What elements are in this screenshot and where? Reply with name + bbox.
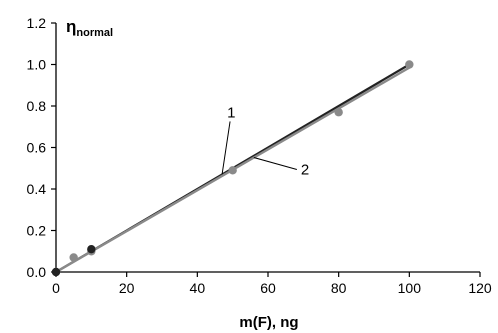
y-axis-title-main: η [66, 17, 76, 36]
data-point-series-1 [87, 244, 96, 254]
y-tick-label: 1.2 [27, 15, 47, 31]
y-tick-label: 0.2 [27, 223, 47, 239]
axes: 0.0 0.2 0.4 0.6 0.8 1.0 1.2 0 20 40 60 80 100 120 [27, 15, 492, 296]
y-tick-label: 1.0 [27, 57, 47, 73]
y-tick-label: 0.0 [27, 264, 47, 280]
callout-label-1: 1 [227, 104, 235, 121]
x-tick-label: 120 [468, 280, 492, 296]
x-tick-label: 0 [52, 280, 60, 296]
callouts: 12 [221, 104, 309, 179]
data-points [51, 60, 414, 277]
callout-leader-1 [221, 121, 231, 175]
data-point-series-2 [69, 253, 78, 262]
data-point-series-1 [51, 267, 61, 277]
data-point-series-2 [405, 60, 414, 69]
x-tick-label: 40 [190, 280, 206, 296]
callout-label-2: 2 [301, 162, 309, 179]
data-point-series-2 [228, 166, 237, 175]
x-tick-label: 20 [119, 280, 135, 296]
x-axis-title: m(F), ng [239, 314, 298, 331]
x-tick-label: 100 [398, 280, 422, 296]
y-tick-label: 0.8 [27, 98, 47, 114]
x-tick-label: 60 [260, 280, 276, 296]
y-axis-title-sub: normal [76, 27, 113, 39]
y-axis-title: ηnormal [66, 17, 113, 39]
callout-leader-2 [253, 157, 298, 171]
x-tick-label: 80 [331, 280, 347, 296]
data-point-series-2 [334, 108, 343, 117]
y-tick-label: 0.6 [27, 140, 47, 156]
y-tick-label: 0.4 [27, 181, 47, 197]
